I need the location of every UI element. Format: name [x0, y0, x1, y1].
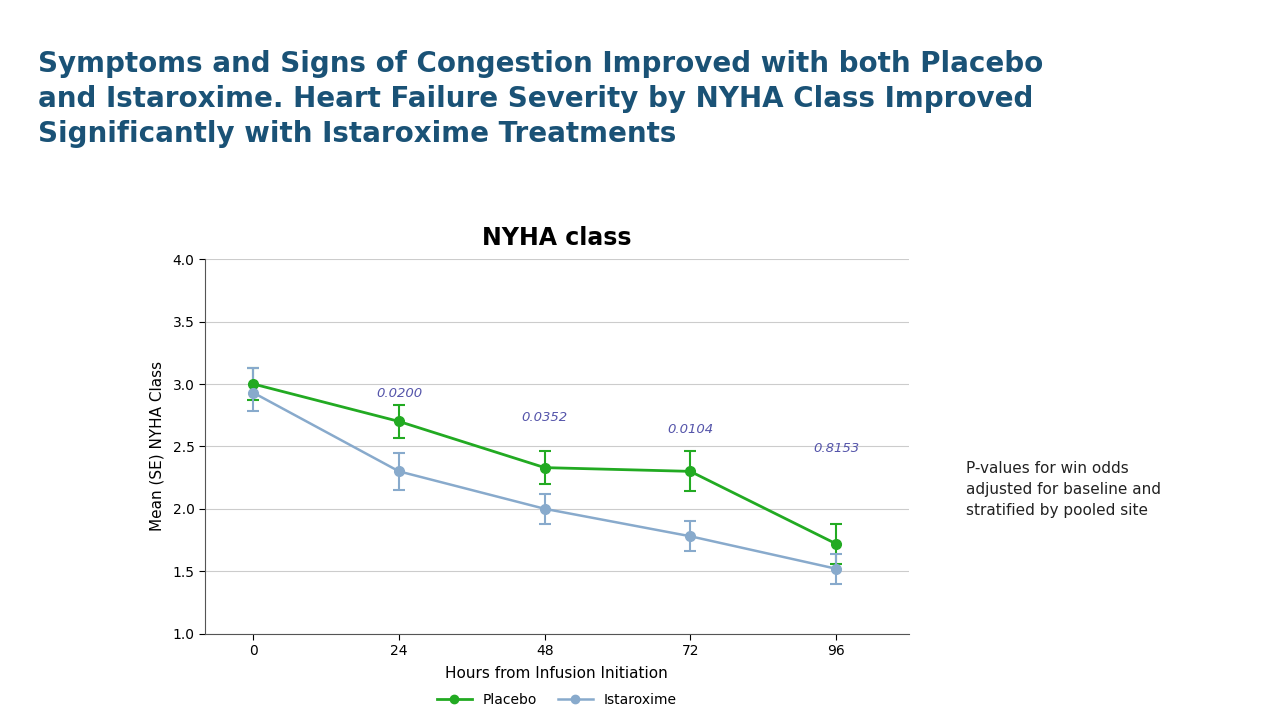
Text: 0.0200: 0.0200: [376, 387, 422, 400]
Text: 0.0104: 0.0104: [667, 423, 713, 436]
Text: P-values for win odds
adjusted for baseline and
stratified by pooled site: P-values for win odds adjusted for basel…: [966, 461, 1161, 518]
Text: Symptoms and Signs of Congestion Improved with both Placebo
and Istaroxime. Hear: Symptoms and Signs of Congestion Improve…: [38, 50, 1043, 148]
Legend: Placebo, Istaroxime: Placebo, Istaroxime: [431, 688, 682, 713]
Y-axis label: Mean (SE) NYHA Class: Mean (SE) NYHA Class: [148, 361, 164, 531]
Text: 0.0352: 0.0352: [521, 411, 568, 424]
Title: NYHA class: NYHA class: [483, 226, 631, 251]
Text: 0.8153: 0.8153: [813, 442, 859, 455]
X-axis label: Hours from Infusion Initiation: Hours from Infusion Initiation: [445, 666, 668, 681]
